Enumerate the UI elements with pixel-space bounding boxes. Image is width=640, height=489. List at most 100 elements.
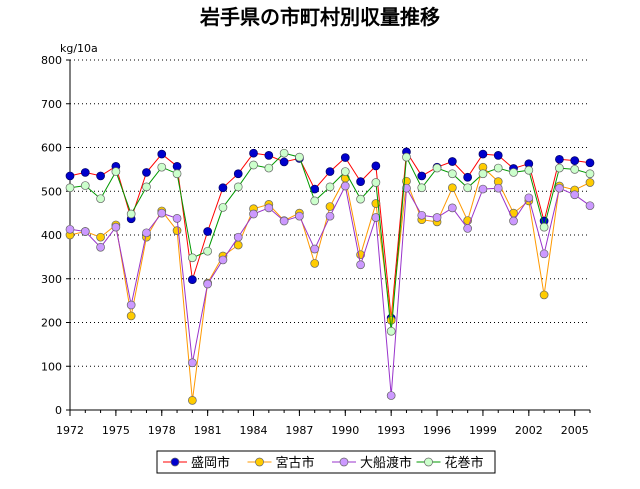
data-point: [417, 183, 427, 193]
data-point: [65, 224, 75, 234]
data-point: [325, 202, 335, 211]
data-point: [356, 177, 365, 186]
data-point: [356, 194, 365, 204]
data-point: [295, 152, 304, 162]
data-point: [478, 149, 488, 159]
data-point: [126, 209, 136, 219]
data-point: [142, 228, 151, 238]
data-point: [203, 246, 212, 256]
legend-label: 宮古市: [276, 455, 315, 471]
data-point: [493, 183, 503, 193]
data-point: [157, 208, 167, 218]
data-point: [157, 149, 167, 159]
data-point: [233, 182, 243, 192]
data-point: [96, 232, 105, 242]
data-point: [249, 160, 258, 170]
data-point: [432, 163, 442, 173]
y-tick-label: 400: [41, 229, 62, 242]
legend: 盛岡市 宮古市 大船渡市 花巻市: [156, 450, 496, 474]
data-point: [509, 168, 518, 177]
data-point: [585, 158, 595, 168]
x-tick-label: 2005: [561, 424, 589, 437]
legend-label: 大船渡市: [360, 455, 412, 471]
data-point: [555, 154, 564, 164]
x-tick-label: 1990: [331, 424, 359, 437]
data-point: [96, 171, 105, 181]
data-point: [249, 148, 258, 158]
legend-marker: [170, 457, 180, 467]
data-point: [310, 196, 320, 206]
series-3: [65, 181, 595, 400]
x-tick-label: 1975: [102, 424, 130, 437]
data-point: [340, 181, 350, 191]
data-point: [432, 213, 442, 222]
series-4: [65, 148, 595, 336]
data-point: [555, 163, 564, 173]
data-point: [96, 194, 105, 204]
data-point: [65, 171, 75, 181]
data-point: [340, 167, 350, 176]
series-line: [69, 152, 591, 332]
data-point: [509, 216, 518, 226]
data-point: [172, 161, 182, 171]
legend-item: 盛岡市: [163, 455, 230, 471]
data-point: [65, 183, 75, 193]
gridlines: [70, 59, 590, 367]
data-point: [172, 214, 182, 223]
data-point: [448, 183, 457, 193]
data-point: [570, 156, 580, 165]
data-point: [188, 253, 197, 263]
data-point: [188, 275, 197, 284]
axes: 0 100 200 300 400 500 600 700 800 1972 1975 1978 198…: [41, 54, 591, 437]
x-tick-label: 1972: [56, 424, 84, 437]
data-point: [233, 169, 243, 179]
data-point: [448, 203, 457, 213]
data-point: [310, 259, 320, 268]
data-point: [264, 163, 274, 173]
data-point: [233, 240, 243, 250]
data-point: [218, 183, 228, 193]
series-lines: [65, 147, 595, 405]
data-point: [142, 168, 151, 177]
x-tick-label: 1993: [377, 424, 405, 437]
data-point: [279, 157, 289, 167]
data-point: [463, 183, 472, 193]
data-point: [417, 210, 427, 220]
x-tick-label: 1987: [285, 424, 313, 437]
data-point: [524, 165, 534, 175]
data-point: [585, 201, 595, 211]
data-point: [417, 171, 427, 181]
data-point: [371, 178, 381, 187]
data-point: [402, 152, 411, 162]
data-point: [203, 227, 212, 236]
data-point: [371, 161, 381, 171]
y-tick-label: 0: [55, 404, 62, 417]
data-point: [478, 184, 488, 194]
data-point: [126, 311, 136, 321]
y-tick-label: 800: [41, 54, 62, 67]
data-point: [386, 315, 396, 325]
data-point: [142, 182, 151, 192]
y-tick-label: 200: [41, 317, 62, 330]
data-point: [340, 153, 350, 162]
data-point: [264, 151, 274, 160]
y-tick-label: 100: [41, 360, 62, 373]
data-point: [172, 226, 182, 235]
x-tick-label: 1984: [240, 424, 268, 437]
x-tick-label: 1999: [469, 424, 497, 437]
data-point: [188, 358, 197, 368]
legend-box: [156, 450, 496, 474]
data-point: [570, 165, 580, 174]
data-point: [80, 181, 90, 190]
data-point: [325, 211, 335, 221]
legend-label: 花巻市: [445, 455, 484, 471]
data-point: [111, 167, 121, 176]
data-point: [539, 290, 549, 300]
data-point: [295, 211, 304, 221]
data-point: [325, 167, 335, 176]
series-2: [65, 162, 595, 405]
data-point: [325, 182, 335, 192]
data-point: [539, 222, 549, 232]
